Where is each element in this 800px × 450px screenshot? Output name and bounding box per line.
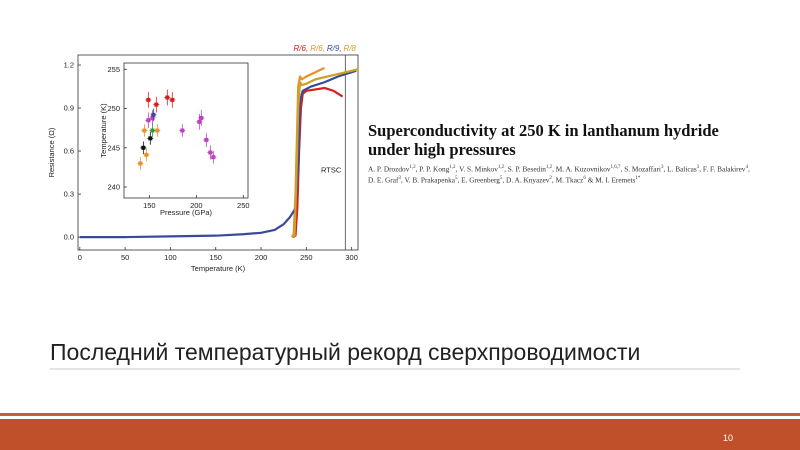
annotation: RTSC <box>321 166 342 175</box>
legend-entry: R/8 <box>344 44 357 53</box>
page-number: 10 <box>723 433 733 443</box>
author: F. F. Balakirev <box>702 164 746 174</box>
y-tick-label: 0.9 <box>64 104 74 113</box>
author: V. S. Minkov <box>459 164 498 174</box>
y-tick-label: 1.2 <box>64 61 74 70</box>
data-point <box>151 112 156 117</box>
x-axis-label: Pressure (GPa) <box>160 208 213 217</box>
author: D. E. Graf <box>368 175 399 185</box>
y-tick-label: 245 <box>107 143 120 152</box>
author: L. Balicas <box>667 164 697 174</box>
author-affiliation: 1,2 <box>545 165 553 170</box>
paper-title: Superconductivity at 250 K in lanthanum … <box>368 121 719 159</box>
y-tick-label: 0.3 <box>64 190 74 199</box>
data-point <box>180 128 185 133</box>
data-point <box>150 128 155 133</box>
author-affiliation: 1,2 <box>409 165 416 170</box>
x-tick-label: 50 <box>121 253 129 262</box>
y-tick-label: 240 <box>107 183 120 192</box>
x-tick-label: 200 <box>255 253 268 262</box>
author: A. P. Drozdov <box>368 164 410 174</box>
data-point <box>155 128 160 133</box>
x-tick-label: 150 <box>209 253 222 262</box>
author-affiliation: 1,6,7 <box>610 165 621 170</box>
figure: 0 50 100 150 200 250 300 0.0 0.3 0.6 0.9 1.2 Tempera… <box>47 44 359 273</box>
x-tick-label: 0 <box>78 253 82 262</box>
y-tick-label: 0.6 <box>64 147 74 156</box>
y-tick-label: 255 <box>107 65 120 74</box>
author-affiliation: 6 <box>583 176 586 182</box>
legend-entry: R/6, <box>294 44 309 53</box>
x-tick-label: 250 <box>300 253 313 262</box>
author-affiliation: 1,2 <box>449 165 456 170</box>
author: M. I. Eremets <box>595 175 636 185</box>
y-axis-label: Temperature (K) <box>99 103 108 158</box>
slide-title: Последний температурный рекорд сверхпров… <box>50 339 640 365</box>
y-axis-label: Resistance (Ω) <box>47 127 56 177</box>
x-tick-label: 150 <box>143 201 156 210</box>
paper-header: Superconductivity at 250 K in lanthanum … <box>368 121 753 186</box>
author: S. P. Besedin <box>507 164 546 174</box>
data-line <box>292 86 344 239</box>
data-point <box>197 119 202 124</box>
data-point <box>146 97 151 102</box>
inset-chart: 150 200 250 240 245 250 255 Pressure (GPa) Tempe… <box>99 62 250 217</box>
x-tick-label: 100 <box>164 253 177 262</box>
data-point <box>199 115 204 120</box>
author-affiliation: 5 <box>499 176 503 182</box>
data-point <box>142 128 147 133</box>
author-affiliation: 3 <box>696 165 700 170</box>
data-point <box>204 137 209 142</box>
author: M. A. Kuzovnikov <box>555 164 611 174</box>
author: S. Mozaffari <box>624 164 661 174</box>
data-point <box>211 155 216 160</box>
y-tick-label: 250 <box>107 104 120 113</box>
data-line <box>79 69 357 239</box>
data-point <box>208 150 213 155</box>
author: M. Tkacz <box>555 175 584 185</box>
author-affiliation: 1* <box>635 176 641 182</box>
data-point <box>141 145 146 150</box>
author-affiliation: 5 <box>454 176 458 182</box>
author-affiliation: 1,2 <box>497 165 505 170</box>
paper-authors: A. P. Drozdov1,2, P. P. Kong1,2, V. S. M… <box>368 164 750 185</box>
legend-entry: R/9, <box>327 44 342 53</box>
x-axis-label: Temperature (K) <box>191 264 246 273</box>
data-point <box>146 118 151 123</box>
data-point <box>150 115 155 120</box>
data-point <box>138 161 143 166</box>
author: P. P. Kong <box>419 164 450 174</box>
legend-entry: R/6, <box>310 44 325 53</box>
x-tick-label: 300 <box>345 253 358 262</box>
data-point <box>144 152 149 157</box>
x-tick-label: 250 <box>237 201 250 210</box>
footer-line <box>0 413 800 416</box>
author-affiliation: 2 <box>549 176 552 182</box>
data-point <box>165 95 170 100</box>
x-tick-label: 200 <box>190 201 203 210</box>
author-affiliation: 3 <box>660 165 664 170</box>
data-point <box>154 102 159 107</box>
author: V. B. Prakapenka <box>404 175 455 185</box>
footer-bar <box>0 419 800 450</box>
y-tick-label: 0.0 <box>64 233 74 242</box>
author: E. Greenberg <box>461 175 500 185</box>
data-point <box>170 97 175 102</box>
author-affiliation: 3 <box>398 176 401 182</box>
data-line <box>291 68 359 239</box>
author: D. A. Knyazev <box>506 175 550 185</box>
author-affiliation: 4 <box>745 165 748 170</box>
data-point <box>148 136 153 141</box>
